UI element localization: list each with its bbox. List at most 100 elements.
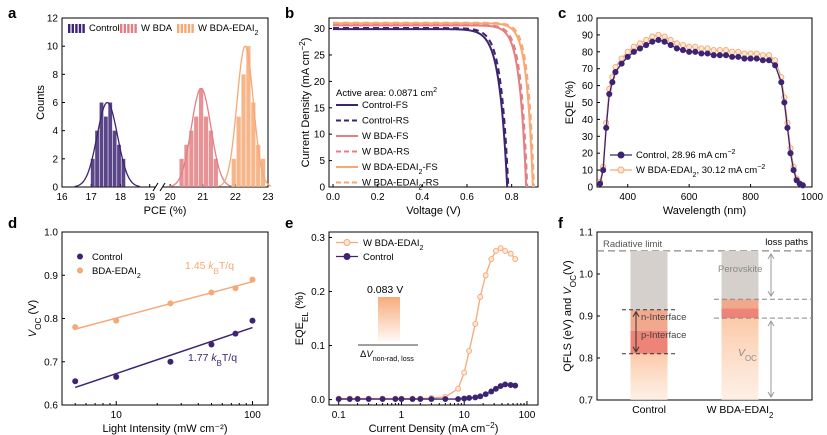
eqe-point [692,48,699,55]
eqe-point [603,124,610,131]
legend-label: Control-FS [362,100,408,111]
arrow-head-down [632,346,640,353]
y-tick-label-c: 90 [582,30,594,41]
legend-swatch [184,24,187,33]
y-tick-label-e: 0.3 [311,233,325,244]
eqe-point [624,53,631,60]
eqe-el-curve [338,247,516,400]
eqe-point [636,40,644,47]
y-axis-label-d: VOC (V) [27,300,43,337]
panel-label-a: a [8,5,17,22]
y-tick-label-c: 80 [582,47,594,58]
y-tick-label-f: 0.9 [579,312,593,323]
legend-label: W BDA-EDAI2-RS [362,178,439,192]
category-label: W BDA-EDAI2 [707,404,774,420]
panel-d: d 10 100 0.6 0.7 0.8 0.9 1.0 Light Intensity (m… [8,215,269,435]
eqe-point [661,33,668,40]
eqe-point [704,45,711,52]
x-axis-label-e: Current Density (mA cm−2) [369,421,499,435]
eqe-point [643,41,650,49]
data-point [113,317,120,324]
eqe-curve [599,39,804,186]
arrow-head-down [767,391,775,398]
y-tick-label-d: 0.6 [44,401,58,412]
eqe-el-point [365,396,372,403]
histogram-bar [203,116,209,187]
eqe-point [624,48,631,55]
y-tick-label-c: 40 [582,115,594,126]
eqe-point [722,47,730,54]
eqe-el-point [354,396,361,403]
legend-label: Control [89,23,120,34]
eqe-point [630,43,637,50]
eqe-point [597,180,604,187]
legend-label: BDA-EDAI2 [92,266,141,280]
x-tick-label-e: 0.1 [332,410,346,421]
eqe-point [799,182,806,189]
histogram-bar [121,158,126,187]
eqe-point [630,48,637,55]
annotation-value: 0.083 V [367,284,403,296]
eqe-el-point [482,272,489,279]
eqe-point [710,47,717,54]
eqe-el-point [472,320,479,327]
legend-label: W BDA-EDAI2 [198,23,258,37]
axes-frame-b [328,17,539,188]
legend-marker [343,239,351,246]
eqe-point [787,150,794,157]
x-tick-label-c: 600 [681,192,698,203]
arrow-head-up [767,252,775,260]
eqe-point [686,48,693,55]
delta-v-bar [378,297,400,341]
y-tick-label-c: 70 [582,64,594,75]
gaussian-fit-line [218,45,272,187]
histogram-bar [256,144,261,187]
perovskite-label: Perovskite [718,264,762,275]
y-axis-label-f: QFLS (eV) and VOC(V) [562,260,578,371]
eqe-point [753,50,760,57]
eqe-point [643,36,650,44]
histogram-bar [194,116,199,187]
y-tick-label-b: 0 [319,183,325,194]
x-tick-label-a: 23 [262,192,274,203]
histogram-bar [117,144,121,187]
jv-curve [333,28,509,188]
eqe-point [735,53,742,60]
eqe-point [649,38,656,45]
legend-label: Control [92,252,123,263]
legend-swatch [130,24,134,33]
eqe-el-point [492,247,499,254]
data-point [249,317,256,324]
eqe-point [722,52,730,59]
eqe-el-point [346,396,353,403]
x-tick-label-a: 22 [230,192,242,203]
data-point [249,276,256,283]
y-tick-label-b: 20 [314,77,326,88]
eqe-point [679,47,687,54]
x-tick-label-e: 1 [399,410,405,421]
eqe-el-point [492,385,499,392]
y-tick-label-b: 30 [314,24,326,35]
p-interface-loss-bar [721,308,759,319]
x-axis-label-d: Light Intensity (mW cm⁻²) [103,423,228,435]
legend-label: Control, 28.96 mA cm−2 [636,148,736,161]
y-tick-label-a: 0 [52,183,58,194]
data-point [208,289,215,296]
x-tick-label-e: 100 [519,410,536,421]
voc-bar [721,318,759,400]
y-tick-label-b: 25 [314,50,326,61]
axes-frame-f [596,231,813,401]
eqe-el-point [502,381,509,388]
histogram-bar [108,102,113,187]
fit-line [74,326,253,389]
y-tick-label-f: 1.0 [579,270,593,281]
legend-marker [343,253,351,260]
eqe-point [716,47,723,54]
eqe-point [609,79,616,86]
eqe-point [729,53,736,60]
data-point [208,341,215,348]
x-axis-label-c: Wavelength (nm) [663,205,746,217]
legend-swatch [127,24,130,33]
histogram-bar [90,158,95,187]
